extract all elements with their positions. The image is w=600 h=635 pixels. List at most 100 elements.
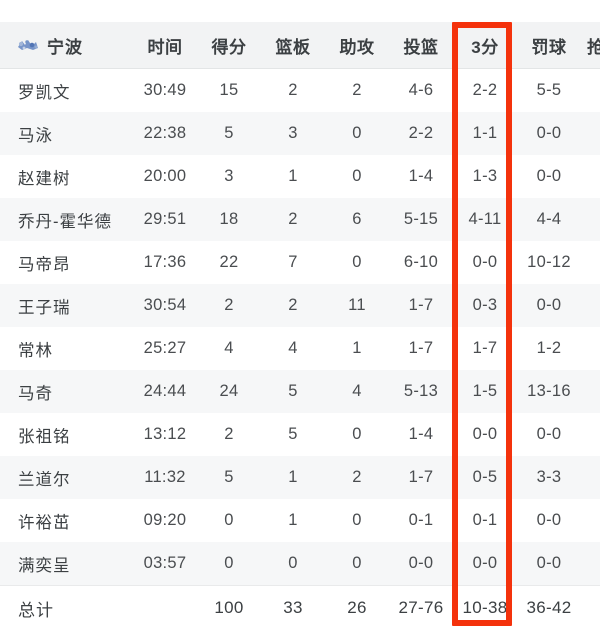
cell-minutes: 30:49 [143,81,187,99]
player-name[interactable]: 赵建树 [18,169,71,188]
cell-minutes: 22:38 [143,124,187,142]
cell-fieldgoals: 1-7 [408,339,434,357]
cell-steals [581,284,600,327]
cell-freethrows: 0-0 [536,296,562,314]
total-freethrows: 36-42 [526,598,572,617]
table-row[interactable]: 常林 25:27 4 4 1 1-7 1-7 1-2 [0,327,600,370]
cell-threepoints: 1-7 [472,339,498,357]
cell-steals [581,69,600,113]
team-logo-icon [18,40,38,50]
cell-points: 22 [219,253,239,271]
player-name[interactable]: 张祖铭 [18,427,71,446]
cell-minutes: 20:00 [143,167,187,185]
player-name[interactable]: 兰道尔 [18,470,71,489]
cell-steals [581,155,600,198]
cell-rebounds: 2 [288,296,298,314]
column-header-points[interactable]: 得分 [197,22,261,69]
cell-freethrows: 10-12 [527,253,571,271]
cell-fieldgoals: 1-7 [408,296,434,314]
player-name[interactable]: 许裕茁 [18,513,71,532]
cell-freethrows: 0-0 [536,124,562,142]
player-name[interactable]: 满奕呈 [18,556,71,575]
cell-fieldgoals: 4-6 [408,81,434,99]
cell-fieldgoals: 1-4 [408,167,434,185]
cell-points: 0 [224,554,234,572]
cell-rebounds: 2 [288,81,298,99]
cell-assists: 2 [352,81,362,99]
column-header-fieldgoals[interactable]: 投篮 [389,22,453,69]
cell-fieldgoals: 1-7 [408,468,434,486]
player-name[interactable]: 常林 [18,341,53,360]
column-header-rebounds[interactable]: 篮板 [261,22,325,69]
cell-steals [581,112,600,155]
table-row[interactable]: 满奕呈 03:57 0 0 0 0-0 0-0 0-0 [0,542,600,586]
cell-minutes: 13:12 [143,425,187,443]
cell-minutes: 30:54 [143,296,187,314]
cell-threepoints: 2-2 [472,81,498,99]
cell-assists: 0 [352,124,362,142]
cell-points: 24 [219,382,239,400]
cell-steals [581,542,600,586]
cell-steals [581,241,600,284]
column-header-minutes[interactable]: 时间 [133,22,197,69]
cell-assists: 0 [352,253,362,271]
cell-points: 2 [224,425,234,443]
cell-minutes: 25:27 [143,339,187,357]
cell-assists: 6 [352,210,362,228]
total-assists: 26 [347,598,367,617]
player-name[interactable]: 马帝昂 [18,255,71,274]
player-name[interactable]: 乔丹-霍华德 [18,212,112,231]
cell-minutes: 09:20 [143,511,187,529]
cell-threepoints: 0-5 [472,468,498,486]
total-row: 总计 100 33 26 27-76 10-38 36-42 [0,585,600,630]
total-points: 100 [214,598,244,617]
cell-points: 2 [224,296,234,314]
cell-freethrows: 4-4 [536,210,562,228]
cell-rebounds: 0 [288,554,298,572]
cell-fieldgoals: 6-10 [403,253,439,271]
table-row[interactable]: 兰道尔 11:32 5 1 2 1-7 0-5 3-3 [0,456,600,499]
cell-minutes: 11:32 [144,468,186,486]
team-header-cell[interactable]: 宁波 [0,22,133,69]
table-row[interactable]: 许裕茁 09:20 0 1 0 0-1 0-1 0-0 [0,499,600,542]
table-row[interactable]: 乔丹-霍华德 29:51 18 2 6 5-15 4-11 4-4 [0,198,600,241]
player-name[interactable]: 马泳 [18,126,53,145]
cell-assists: 0 [352,511,362,529]
table-row[interactable]: 张祖铭 13:12 2 5 0 1-4 0-0 0-0 [0,413,600,456]
cell-rebounds: 3 [288,124,298,142]
column-header-steals-label: 抢 [587,33,600,58]
table-row[interactable]: 马奇 24:44 24 5 4 5-13 1-5 13-16 [0,370,600,413]
team-name-label: 宁波 [47,37,83,57]
cell-assists: 4 [352,382,362,400]
column-header-threepoints[interactable]: 3分 [453,22,517,69]
cell-steals [581,370,600,413]
cell-minutes: 29:51 [143,210,187,228]
player-name[interactable]: 马奇 [18,384,53,403]
cell-fieldgoals: 2-2 [408,124,434,142]
column-header-freethrows[interactable]: 罚球 [517,22,581,69]
column-header-assists[interactable]: 助攻 [325,22,389,69]
cell-assists: 2 [352,468,362,486]
cell-points: 0 [224,511,234,529]
player-name[interactable]: 王子瑞 [18,298,71,317]
cell-threepoints: 0-0 [472,554,498,572]
cell-freethrows: 0-0 [536,554,562,572]
column-header-steals-clipped[interactable]: 抢 [581,22,600,69]
cell-threepoints: 1-3 [472,167,498,185]
cell-fieldgoals: 0-1 [408,511,434,529]
cell-threepoints: 0-3 [472,296,498,314]
cell-fieldgoals: 5-13 [403,382,439,400]
cell-freethrows: 3-3 [536,468,562,486]
table-row[interactable]: 赵建树 20:00 3 1 0 1-4 1-3 0-0 [0,155,600,198]
player-name[interactable]: 罗凯文 [18,83,71,102]
table-row[interactable]: 王子瑞 30:54 2 2 11 1-7 0-3 0-0 [0,284,600,327]
cell-points: 15 [219,81,239,99]
table-row[interactable]: 马帝昂 17:36 22 7 0 6-10 0-0 10-12 [0,241,600,284]
cell-fieldgoals: 5-15 [403,210,439,228]
table-row[interactable]: 罗凯文 30:49 15 2 2 4-6 2-2 5-5 [0,68,600,113]
table-row[interactable]: 马泳 22:38 5 3 0 2-2 1-1 0-0 [0,112,600,155]
cell-freethrows: 5-5 [536,81,562,99]
cell-freethrows: 0-0 [536,167,562,185]
cell-assists: 1 [352,339,362,357]
cell-steals [581,198,600,241]
